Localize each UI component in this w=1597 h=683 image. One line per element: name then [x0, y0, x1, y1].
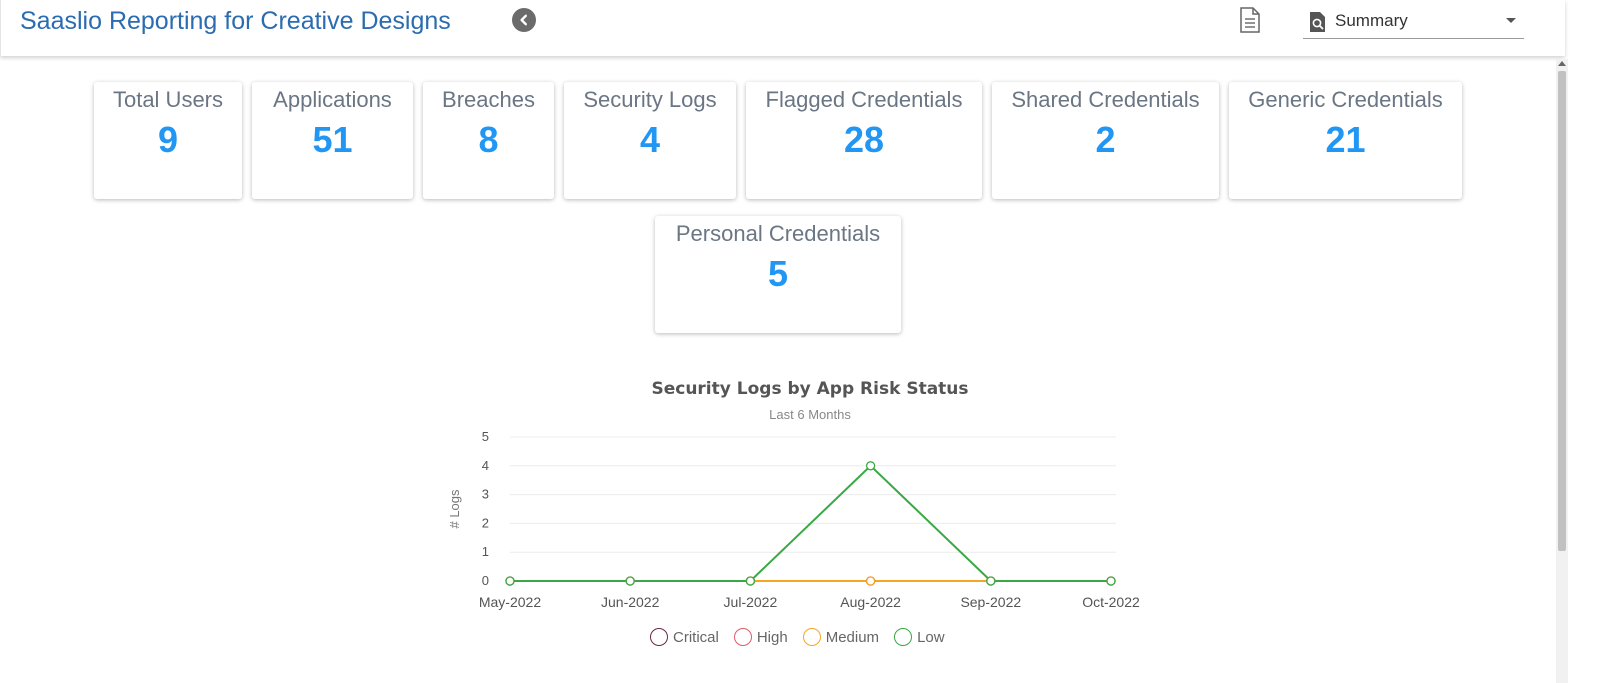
- card-label: Security Logs: [583, 87, 717, 112]
- card-breaches[interactable]: Breaches 8: [423, 82, 554, 199]
- app-title: Saaslio Reporting for Creative Designs: [20, 7, 451, 35]
- data-point-low: [745, 576, 756, 586]
- scroll-up-icon[interactable]: [1558, 61, 1566, 66]
- legend-swatch: [650, 628, 668, 646]
- card-value: 28: [843, 119, 885, 160]
- legend-item-low[interactable]: Low: [894, 628, 945, 646]
- data-point-low: [986, 576, 996, 586]
- chart-title: Security Logs by App Risk Status: [651, 379, 969, 399]
- card-value: 9: [157, 119, 179, 160]
- y-axis-label: # Logs: [447, 489, 462, 529]
- data-point-low: [865, 461, 876, 471]
- x-tick-label: Aug-2022: [840, 594, 901, 610]
- card-total-users[interactable]: Total Users 9: [94, 82, 242, 199]
- card-label: Personal Credentials: [675, 221, 881, 246]
- data-point-medium: [865, 576, 876, 586]
- card-label: Flagged Credentials: [765, 87, 963, 112]
- view-select-value: Summary: [1335, 11, 1408, 30]
- card-label: Applications: [273, 87, 392, 112]
- legend-label: Medium: [825, 628, 880, 646]
- data-point-low: [625, 576, 635, 586]
- y-tick-label: 2: [482, 515, 489, 530]
- series-line-low: [510, 464, 1111, 582]
- x-tick-label: May-2022: [479, 594, 541, 610]
- card-flagged-credentials[interactable]: Flagged Credentials 28: [746, 82, 982, 199]
- x-tick-label: Sep-2022: [960, 594, 1021, 610]
- card-shared-credentials[interactable]: Shared Credentials 2: [992, 82, 1219, 199]
- y-tick-label: 1: [482, 544, 489, 559]
- legend-item-medium[interactable]: Medium: [802, 628, 880, 646]
- document-icon[interactable]: [1237, 6, 1263, 34]
- data-point-low: [505, 576, 515, 586]
- y-tick-label: 0: [482, 573, 489, 588]
- legend-item-high[interactable]: High: [733, 628, 788, 646]
- security-logs-chart: Security Logs by App Risk Status Last 6 …: [430, 370, 1200, 670]
- legend-label: Low: [917, 628, 945, 646]
- header-bar: Saaslio Reporting for Creative Designs S…: [0, 0, 1565, 56]
- chart-subtitle: Last 6 Months: [769, 407, 851, 422]
- y-tick-label: 3: [482, 487, 489, 502]
- legend-label: High: [756, 628, 788, 646]
- card-label: Total Users: [112, 87, 224, 112]
- x-tick-label: Oct-2022: [1082, 594, 1140, 610]
- card-value: 4: [639, 119, 661, 160]
- card-applications[interactable]: Applications 51: [252, 82, 413, 199]
- view-select[interactable]: Summary: [1303, 6, 1524, 39]
- y-tick-label: 5: [482, 429, 489, 444]
- search-document-icon: [1308, 11, 1328, 33]
- card-personal-credentials[interactable]: Personal Credentials 5: [655, 216, 901, 333]
- card-value: 2: [1095, 119, 1116, 160]
- card-value: 5: [767, 253, 789, 294]
- card-label: Shared Credentials: [1011, 87, 1200, 112]
- legend-swatch: [733, 628, 752, 646]
- y-tick-label: 4: [482, 458, 489, 473]
- card-value: 21: [1325, 119, 1366, 160]
- card-value: 51: [312, 119, 353, 160]
- card-security-logs[interactable]: Security Logs 4: [564, 82, 736, 199]
- card-label: Generic Credentials: [1248, 87, 1443, 112]
- data-point-low: [1106, 576, 1116, 586]
- chart-legend: Critical High Medium Low: [650, 625, 960, 649]
- card-label: Breaches: [442, 87, 535, 112]
- line-chart-plot: 0 1 2 3 4 5 May-2022 Jun-2022 Jul-2022 Aug-2022 Se…: [447, 429, 1140, 610]
- chevron-down-icon[interactable]: [1506, 18, 1516, 23]
- card-value: 8: [478, 119, 499, 160]
- legend-swatch: [894, 628, 913, 646]
- x-tick-label: Jun-2022: [601, 594, 660, 610]
- x-tick-label: Jul-2022: [724, 594, 778, 610]
- legend-swatch: [802, 628, 821, 646]
- legend-label: Critical: [673, 628, 719, 646]
- scrollbar-thumb[interactable]: [1558, 71, 1566, 551]
- legend-item-critical[interactable]: Critical: [650, 628, 719, 646]
- page-scrollbar[interactable]: [1556, 59, 1568, 683]
- chevron-left-circle-icon[interactable]: [512, 8, 536, 32]
- card-generic-credentials[interactable]: Generic Credentials 21: [1229, 82, 1462, 199]
